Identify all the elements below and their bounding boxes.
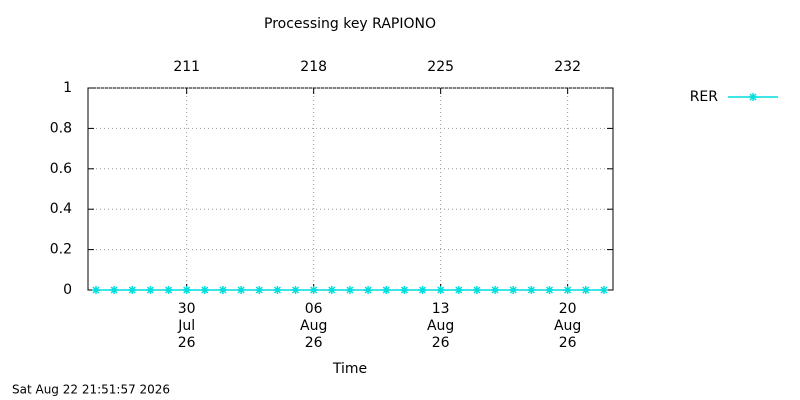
x-tick-label: Aug — [300, 318, 327, 334]
point — [345, 286, 354, 294]
y-tick-label: 0 — [63, 282, 72, 298]
point — [291, 286, 300, 294]
point — [237, 286, 246, 294]
legend-label: RER — [690, 89, 719, 105]
y-tick-label: 0.4 — [50, 201, 72, 217]
point — [128, 286, 137, 294]
point — [491, 286, 500, 294]
footer: Sat Aug 22 21:51:57 2026 — [12, 383, 170, 397]
point — [382, 286, 391, 294]
point — [255, 286, 264, 294]
point — [509, 286, 518, 294]
point — [418, 286, 427, 294]
point — [146, 286, 155, 294]
point — [327, 286, 336, 294]
x-tick-label: Jul — [177, 318, 195, 334]
point — [364, 286, 373, 294]
point — [182, 286, 191, 294]
point — [110, 286, 119, 294]
y-tick-label: 1 — [63, 80, 72, 96]
x2-tick-label: 225 — [427, 59, 454, 75]
x-tick-label: 26 — [305, 335, 323, 351]
point — [309, 286, 318, 294]
point — [218, 286, 227, 294]
x-axis-label: Time — [332, 361, 367, 377]
y-tick-label: 0.6 — [50, 161, 72, 177]
x-tick-label: Aug — [554, 318, 581, 334]
point — [164, 286, 173, 294]
point — [472, 286, 481, 294]
x-tick-label: 30 — [178, 301, 196, 317]
point — [91, 286, 100, 294]
x-tick-label: 26 — [432, 335, 450, 351]
x-tick-label: 13 — [432, 301, 450, 317]
y-tick-label: 0.2 — [50, 242, 72, 258]
point — [563, 286, 572, 294]
y-tick-label: 0.8 — [50, 120, 72, 136]
point — [527, 286, 536, 294]
x2-tick-label: 211 — [173, 59, 200, 75]
point — [599, 286, 608, 294]
point — [400, 286, 409, 294]
x-tick-label: 26 — [559, 335, 577, 351]
point — [454, 286, 463, 294]
x2-tick-label: 232 — [554, 59, 581, 75]
x-tick-label: Aug — [427, 318, 454, 334]
chart-title: Processing key RAPIONO — [264, 16, 436, 32]
plot-frame — [87, 87, 614, 291]
x-tick-label: 06 — [305, 301, 323, 317]
point — [545, 286, 554, 294]
x2-tick-label: 218 — [300, 59, 327, 75]
legend-marker — [749, 93, 757, 101]
point — [581, 286, 590, 294]
point — [200, 286, 209, 294]
point — [436, 286, 445, 294]
x-tick-label: 26 — [178, 335, 196, 351]
x-tick-label: 20 — [559, 301, 577, 317]
point — [273, 286, 282, 294]
